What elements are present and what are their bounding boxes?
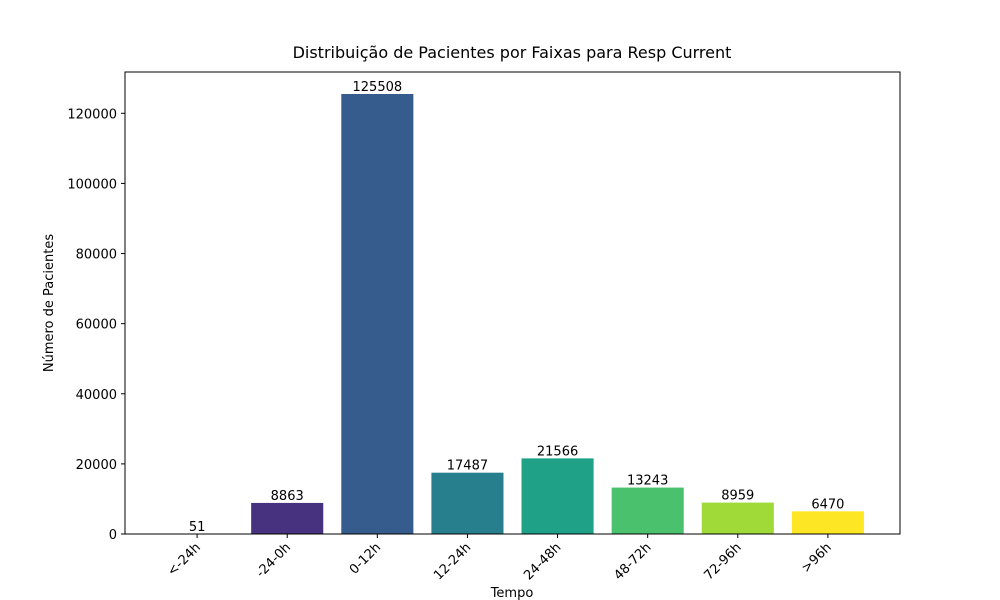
bar	[611, 487, 684, 534]
value-label: 8959	[721, 489, 754, 504]
x-tick-label: -24-0h	[253, 540, 294, 581]
x-tick-label: <-24h	[165, 540, 204, 579]
value-label: 17487	[447, 459, 488, 474]
y-axis-label: Número de Pacientes	[42, 234, 57, 372]
x-tick-label: 48-72h	[611, 540, 654, 583]
value-label: 125508	[353, 80, 403, 95]
plot-frame	[124, 71, 901, 535]
bar	[701, 502, 774, 534]
x-tick-label: >96h	[799, 540, 835, 576]
bar	[431, 472, 504, 534]
bar	[791, 511, 864, 534]
bar	[251, 502, 324, 534]
x-axis-label: Tempo	[490, 586, 534, 600]
value-label: 6470	[811, 497, 844, 512]
bar	[521, 458, 594, 534]
x-tick-label: 24-48h	[521, 540, 564, 583]
y-tick-label: 80000	[76, 248, 117, 263]
value-label: 13243	[627, 474, 668, 489]
value-label: 21566	[537, 444, 578, 459]
x-tick-label: 72-96h	[701, 540, 744, 583]
y-tick-label: 20000	[76, 458, 117, 473]
chart-title: Distribuição de Pacientes por Faixas par…	[293, 43, 732, 62]
y-tick-label: 120000	[67, 107, 117, 122]
y-tick-label: 100000	[67, 177, 117, 192]
y-tick-label: 60000	[76, 318, 117, 333]
x-tick-label: 0-12h	[347, 540, 384, 577]
value-label: 8863	[271, 489, 304, 504]
y-tick-label: 40000	[76, 388, 117, 403]
y-tick-label: 0	[109, 528, 117, 543]
x-tick-label: 12-24h	[431, 540, 474, 583]
value-label: 51	[189, 520, 206, 535]
bar	[341, 93, 414, 535]
